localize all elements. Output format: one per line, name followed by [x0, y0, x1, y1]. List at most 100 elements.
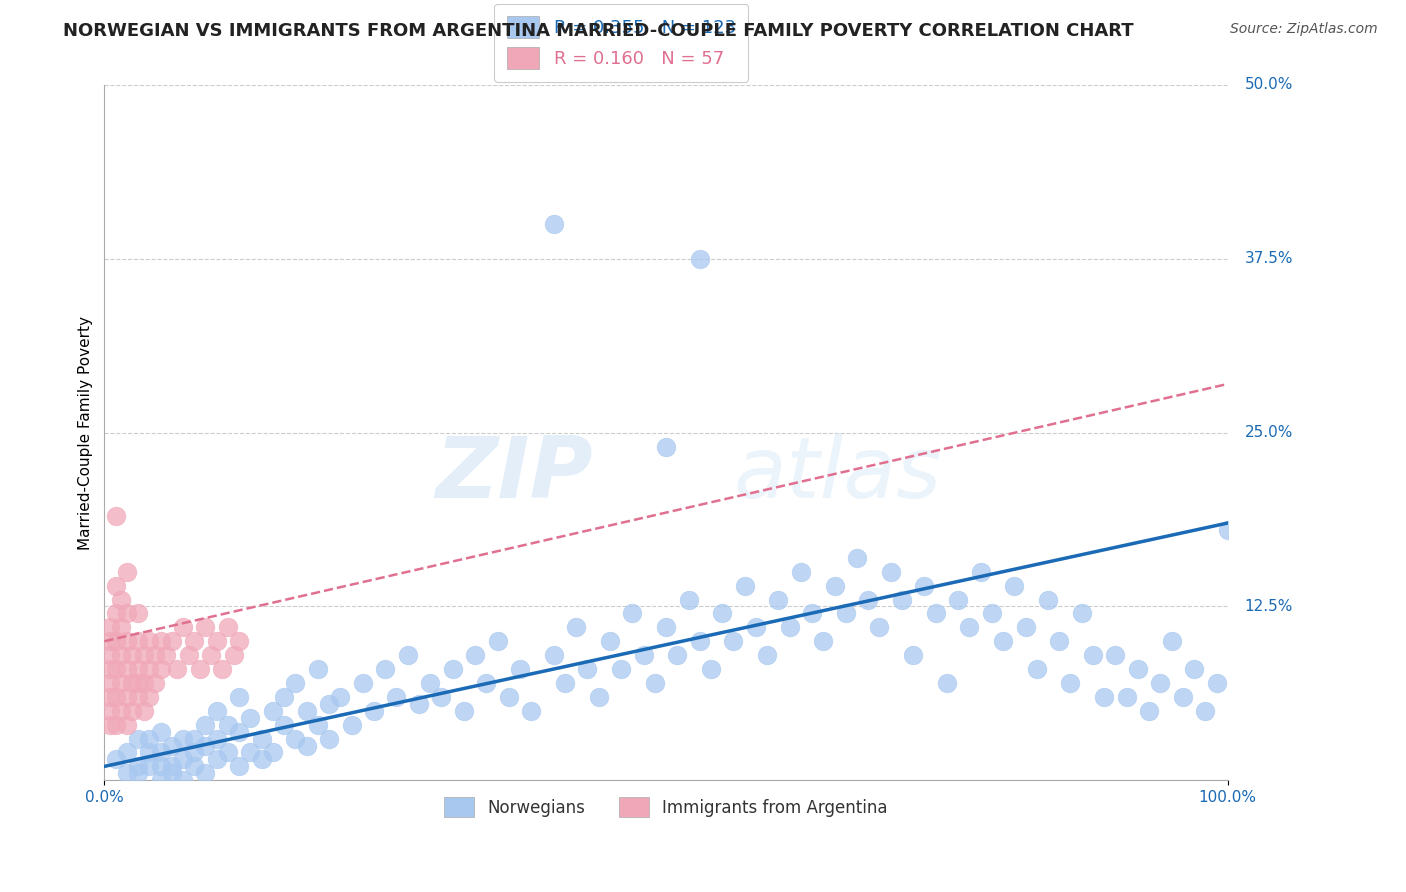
Point — [98, 690, 121, 704]
Point — [172, 773, 194, 788]
Point — [924, 607, 946, 621]
Point — [132, 676, 155, 690]
Point — [543, 217, 565, 231]
Point — [801, 607, 824, 621]
Point — [385, 690, 408, 704]
Point — [1081, 648, 1104, 662]
Point — [880, 565, 903, 579]
Point — [475, 676, 498, 690]
Point — [138, 662, 160, 676]
Point — [464, 648, 486, 662]
Point — [329, 690, 352, 704]
Point — [1171, 690, 1194, 704]
Point — [115, 607, 138, 621]
Point — [1070, 607, 1092, 621]
Point — [969, 565, 991, 579]
Point — [205, 704, 228, 718]
Point — [340, 717, 363, 731]
Point — [262, 704, 284, 718]
Point — [846, 550, 869, 565]
Point — [250, 752, 273, 766]
Point — [121, 648, 143, 662]
Point — [666, 648, 689, 662]
Point — [1047, 634, 1070, 648]
Point — [121, 704, 143, 718]
Text: atlas: atlas — [734, 433, 942, 516]
Point — [1036, 592, 1059, 607]
Point — [1115, 690, 1137, 704]
Point — [104, 634, 127, 648]
Point — [723, 634, 745, 648]
Point — [104, 662, 127, 676]
Point — [110, 648, 132, 662]
Text: 25.0%: 25.0% — [1244, 425, 1294, 440]
Point — [205, 634, 228, 648]
Point — [115, 766, 138, 780]
Point — [250, 731, 273, 746]
Text: Source: ZipAtlas.com: Source: ZipAtlas.com — [1230, 22, 1378, 37]
Point — [318, 731, 340, 746]
Point — [396, 648, 419, 662]
Y-axis label: Married-Couple Family Poverty: Married-Couple Family Poverty — [79, 316, 93, 549]
Point — [1160, 634, 1182, 648]
Point — [194, 717, 217, 731]
Point — [110, 592, 132, 607]
Point — [273, 717, 295, 731]
Text: ZIP: ZIP — [436, 433, 593, 516]
Point — [1205, 676, 1227, 690]
Point — [172, 620, 194, 634]
Point — [284, 676, 307, 690]
Point — [194, 620, 217, 634]
Point — [205, 752, 228, 766]
Point — [127, 607, 149, 621]
Point — [211, 662, 233, 676]
Point — [307, 662, 329, 676]
Point — [430, 690, 453, 704]
Point — [352, 676, 374, 690]
Point — [194, 739, 217, 753]
Point — [127, 731, 149, 746]
Point — [824, 579, 846, 593]
Point — [756, 648, 779, 662]
Text: 12.5%: 12.5% — [1244, 599, 1294, 614]
Point — [869, 620, 891, 634]
Point — [1126, 662, 1149, 676]
Point — [901, 648, 924, 662]
Point — [205, 731, 228, 746]
Point — [1216, 523, 1239, 537]
Point — [284, 731, 307, 746]
Point — [155, 648, 177, 662]
Point — [858, 592, 880, 607]
Point — [957, 620, 980, 634]
Point — [835, 607, 858, 621]
Point — [104, 752, 127, 766]
Point — [1059, 676, 1081, 690]
Point — [149, 746, 172, 760]
Point — [115, 634, 138, 648]
Point — [576, 662, 599, 676]
Point — [1025, 662, 1047, 676]
Point — [98, 634, 121, 648]
Point — [644, 676, 666, 690]
Point — [689, 252, 711, 266]
Point — [110, 676, 132, 690]
Point — [239, 711, 262, 725]
Point — [565, 620, 588, 634]
Point — [745, 620, 768, 634]
Point — [991, 634, 1014, 648]
Point — [655, 620, 678, 634]
Point — [166, 662, 188, 676]
Point — [149, 724, 172, 739]
Point — [98, 648, 121, 662]
Point — [768, 592, 790, 607]
Point — [453, 704, 475, 718]
Point — [610, 662, 633, 676]
Point — [138, 634, 160, 648]
Point — [127, 634, 149, 648]
Point — [633, 648, 655, 662]
Point — [239, 746, 262, 760]
Point — [655, 440, 678, 454]
Point — [228, 759, 250, 773]
Point — [779, 620, 801, 634]
Point — [188, 662, 211, 676]
